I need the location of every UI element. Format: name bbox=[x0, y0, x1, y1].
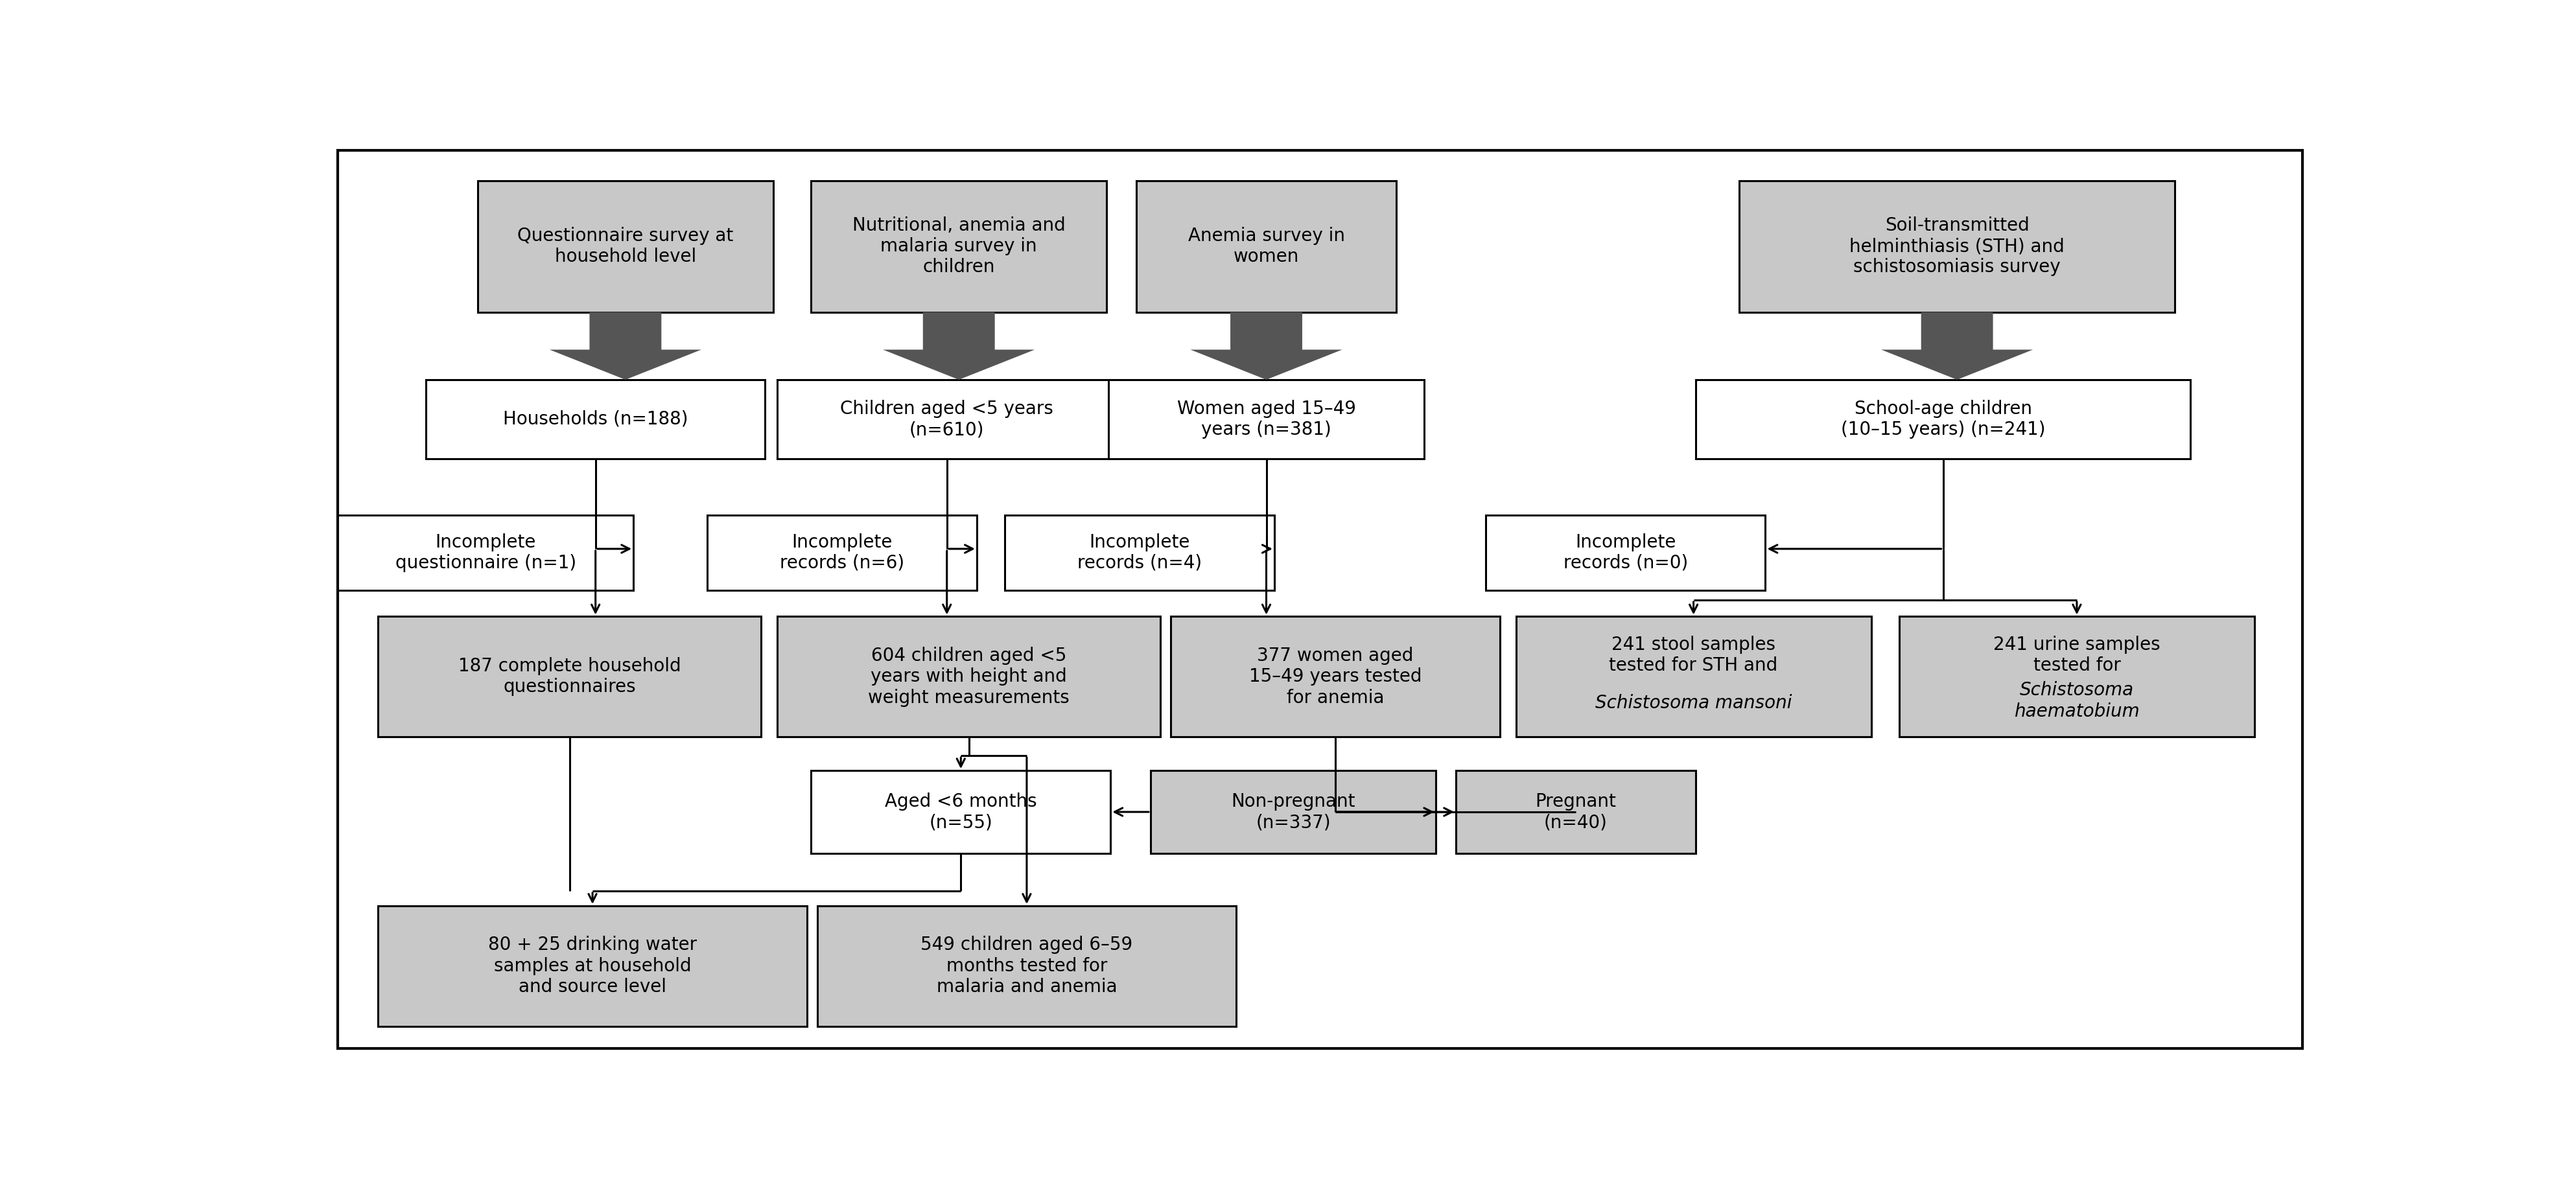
FancyBboxPatch shape bbox=[425, 380, 765, 459]
Text: Pregnant
(n=40): Pregnant (n=40) bbox=[1535, 792, 1615, 831]
FancyBboxPatch shape bbox=[1151, 771, 1435, 853]
FancyBboxPatch shape bbox=[1486, 515, 1765, 591]
Text: Incomplete
records (n=4): Incomplete records (n=4) bbox=[1077, 534, 1203, 572]
Text: Women aged 15–49
years (n=381): Women aged 15–49 years (n=381) bbox=[1177, 400, 1355, 438]
Text: 80 + 25 drinking water
samples at household
and source level: 80 + 25 drinking water samples at househ… bbox=[487, 936, 698, 996]
Text: Non-pregnant
(n=337): Non-pregnant (n=337) bbox=[1231, 792, 1355, 831]
Text: Soil-transmitted
helminthiasis (STH) and
schistosomiasis survey: Soil-transmitted helminthiasis (STH) and… bbox=[1850, 217, 2063, 276]
Polygon shape bbox=[1190, 312, 1342, 380]
Polygon shape bbox=[884, 312, 1036, 380]
Text: Schistosoma
haematobium: Schistosoma haematobium bbox=[2014, 681, 2141, 721]
FancyBboxPatch shape bbox=[1170, 617, 1499, 737]
FancyBboxPatch shape bbox=[477, 181, 773, 312]
FancyBboxPatch shape bbox=[379, 906, 806, 1027]
FancyBboxPatch shape bbox=[708, 515, 976, 591]
Text: Incomplete
records (n=0): Incomplete records (n=0) bbox=[1564, 534, 1687, 572]
FancyBboxPatch shape bbox=[817, 906, 1236, 1027]
FancyBboxPatch shape bbox=[379, 617, 762, 737]
Text: Incomplete
records (n=6): Incomplete records (n=6) bbox=[781, 534, 904, 572]
Text: 241 stool samples
tested for STH and: 241 stool samples tested for STH and bbox=[1610, 636, 1777, 674]
FancyBboxPatch shape bbox=[1108, 380, 1425, 459]
FancyBboxPatch shape bbox=[778, 617, 1159, 737]
FancyBboxPatch shape bbox=[1005, 515, 1275, 591]
Text: Nutritional, anemia and
malaria survey in
children: Nutritional, anemia and malaria survey i… bbox=[853, 217, 1066, 276]
Text: Households (n=188): Households (n=188) bbox=[502, 410, 688, 429]
FancyBboxPatch shape bbox=[337, 515, 634, 591]
Text: 187 complete household
questionnaires: 187 complete household questionnaires bbox=[459, 657, 680, 697]
Text: Incomplete
questionnaire (n=1): Incomplete questionnaire (n=1) bbox=[394, 534, 577, 572]
Text: 241 urine samples
tested for: 241 urine samples tested for bbox=[1994, 636, 2161, 674]
FancyBboxPatch shape bbox=[1515, 617, 1870, 737]
Polygon shape bbox=[1880, 312, 2032, 380]
Text: Schistosoma mansoni: Schistosoma mansoni bbox=[1595, 694, 1793, 712]
FancyBboxPatch shape bbox=[778, 380, 1115, 459]
Text: 377 women aged
15–49 years tested
for anemia: 377 women aged 15–49 years tested for an… bbox=[1249, 647, 1422, 706]
FancyBboxPatch shape bbox=[1899, 617, 2254, 737]
Text: Questionnaire survey at
household level: Questionnaire survey at household level bbox=[518, 226, 734, 266]
FancyBboxPatch shape bbox=[1739, 181, 2174, 312]
Text: 549 children aged 6–59
months tested for
malaria and anemia: 549 children aged 6–59 months tested for… bbox=[920, 936, 1133, 996]
Text: 604 children aged <5
years with height and
weight measurements: 604 children aged <5 years with height a… bbox=[868, 647, 1069, 706]
FancyBboxPatch shape bbox=[811, 771, 1110, 853]
FancyBboxPatch shape bbox=[811, 181, 1108, 312]
FancyBboxPatch shape bbox=[1695, 380, 2190, 459]
FancyBboxPatch shape bbox=[1455, 771, 1695, 853]
Text: School-age children
(10–15 years) (n=241): School-age children (10–15 years) (n=241… bbox=[1842, 400, 2045, 438]
Text: Anemia survey in
women: Anemia survey in women bbox=[1188, 226, 1345, 266]
Text: Children aged <5 years
(n=610): Children aged <5 years (n=610) bbox=[840, 400, 1054, 438]
FancyBboxPatch shape bbox=[1136, 181, 1396, 312]
Polygon shape bbox=[549, 312, 701, 380]
Text: Aged <6 months
(n=55): Aged <6 months (n=55) bbox=[884, 792, 1038, 831]
